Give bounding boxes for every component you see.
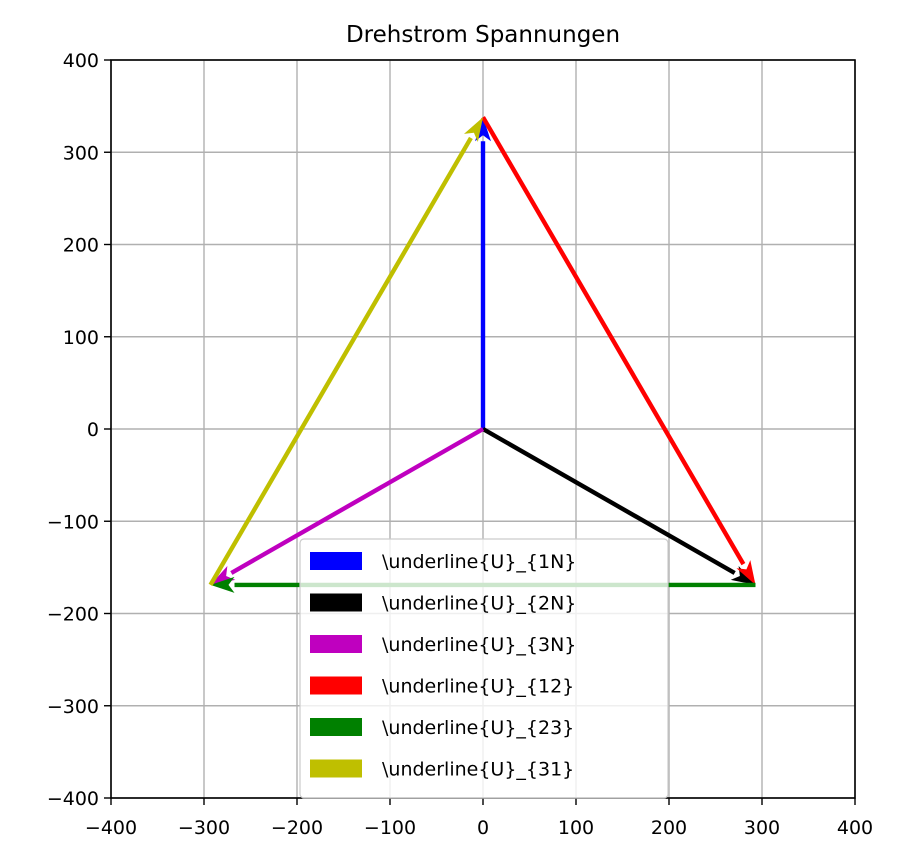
legend-label: \underline{U}_{2N} — [382, 593, 576, 615]
x-tick-label: 300 — [744, 817, 780, 839]
x-tick-label: 100 — [558, 817, 594, 839]
vector-head — [736, 560, 756, 585]
vector-shaft — [481, 116, 746, 566]
legend-swatch — [310, 759, 362, 778]
legend-swatch — [310, 676, 362, 695]
vector-head — [210, 576, 235, 593]
vector-arrow — [481, 116, 756, 585]
vector-arrow — [208, 117, 483, 587]
vector-shaft — [481, 427, 736, 575]
vectors — [208, 116, 756, 593]
y-tick-label: −400 — [47, 788, 99, 810]
legend-label: \underline{U}_{3N} — [382, 634, 576, 656]
x-tick-label: −200 — [271, 817, 323, 839]
y-tick-label: 400 — [63, 50, 99, 72]
y-tick-label: −100 — [47, 511, 99, 533]
vector-shaft — [230, 427, 485, 575]
legend-swatch — [310, 593, 362, 612]
legend: \underline{U}_{1N} \underline{U}_{2N} \und… — [299, 538, 669, 799]
vector-arrow — [481, 427, 756, 585]
chart-title: Drehstrom Spannungen — [346, 22, 620, 48]
vector-shaft — [480, 141, 486, 429]
legend-label: \underline{U}_{1N} — [382, 551, 576, 573]
legend-label: \underline{U}_{23} — [382, 717, 574, 739]
legend-swatch — [310, 635, 362, 653]
vector-shaft — [208, 136, 473, 587]
x-tick-label: −300 — [178, 817, 230, 839]
y-tick-label: −200 — [47, 604, 99, 626]
x-tick-label: −100 — [364, 817, 416, 839]
y-tick-label: 100 — [63, 327, 99, 349]
legend-swatch — [310, 718, 362, 736]
legend-label: \underline{U}_{31} — [382, 759, 574, 781]
vector-head — [464, 117, 483, 142]
y-tick-label: 0 — [87, 419, 99, 441]
vector-head — [730, 566, 756, 585]
legend-box — [299, 538, 669, 799]
y-tick-label: −300 — [47, 696, 99, 718]
vector-arrow — [475, 117, 491, 429]
x-tick-label: −400 — [85, 817, 137, 839]
x-tick-label: 400 — [837, 817, 873, 839]
axis-ticks: −400 −300 −200 −100 0 100 200 300 400 −400 −300 −20… — [47, 50, 873, 839]
legend-swatch — [310, 552, 362, 570]
x-tick-label: 200 — [651, 817, 687, 839]
x-tick-label: 0 — [477, 817, 489, 839]
y-tick-label: 300 — [63, 142, 99, 164]
y-tick-label: 200 — [63, 235, 99, 257]
legend-label: \underline{U}_{12} — [382, 676, 574, 698]
